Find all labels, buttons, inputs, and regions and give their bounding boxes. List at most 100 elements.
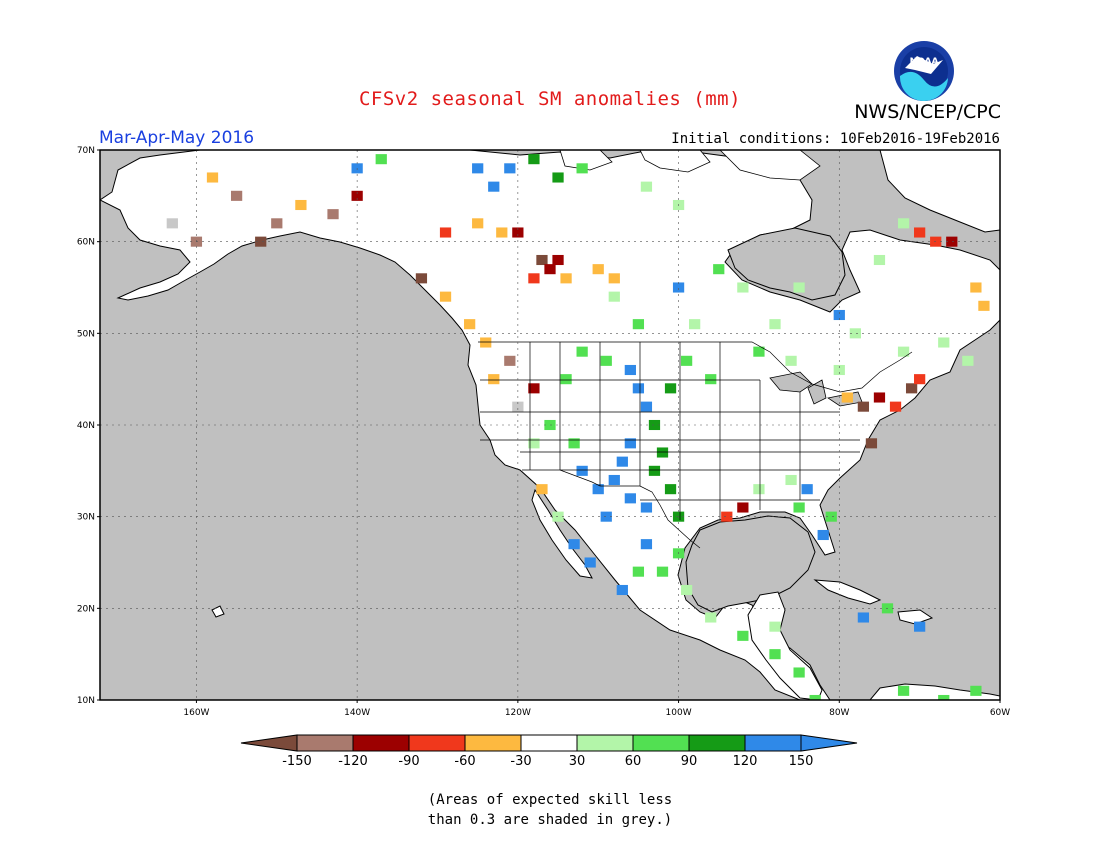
anomaly-cell bbox=[624, 438, 636, 449]
anomaly-cell bbox=[809, 694, 821, 700]
anomaly-cell bbox=[439, 227, 452, 238]
anomaly-cell bbox=[753, 484, 765, 495]
lon-tick-label: 60W bbox=[990, 708, 1010, 718]
anomaly-cell bbox=[769, 649, 781, 660]
anomaly-cell bbox=[624, 493, 636, 504]
us-canada-border bbox=[478, 341, 913, 393]
logo-text: NOAA bbox=[910, 57, 939, 67]
anomaly-cell bbox=[897, 218, 910, 229]
colorbar-label: -90 bbox=[398, 754, 419, 768]
anomaly-cell bbox=[488, 181, 500, 192]
anomaly-cell bbox=[873, 254, 886, 266]
anomaly-cell bbox=[536, 484, 548, 495]
lat-tick-label: 10N bbox=[77, 696, 95, 706]
anomaly-cell bbox=[640, 401, 653, 412]
anomaly-cell bbox=[841, 392, 853, 403]
us-mexico-border bbox=[522, 469, 701, 549]
anomaly-cell bbox=[705, 374, 717, 385]
anomaly-cell bbox=[656, 447, 669, 458]
anomaly-cell bbox=[608, 474, 620, 486]
colorbar-box bbox=[576, 734, 634, 752]
anomaly-cell bbox=[472, 163, 484, 174]
lat-tick-label: 60N bbox=[77, 238, 95, 248]
anomaly-cell bbox=[849, 328, 861, 339]
anomaly-cell bbox=[552, 172, 564, 183]
colorbar-box bbox=[464, 734, 522, 752]
anomaly-cell bbox=[552, 511, 564, 522]
anomaly-cell bbox=[970, 282, 982, 293]
anomaly-cell bbox=[817, 529, 829, 541]
colorbar-label: 120 bbox=[733, 754, 758, 768]
lon-tick-label: 100W bbox=[666, 708, 692, 718]
anomaly-cell bbox=[576, 465, 588, 476]
forecast-period: Mar-Apr-May 2016 bbox=[99, 128, 255, 148]
gulf-of-mexico bbox=[685, 515, 816, 613]
lon-tick-label: 80W bbox=[829, 708, 849, 718]
anomaly-cell bbox=[568, 539, 580, 550]
anomaly-cell bbox=[737, 630, 749, 641]
anomaly-cell bbox=[504, 355, 516, 366]
anomaly-cell bbox=[640, 502, 653, 513]
anomaly-cell bbox=[664, 484, 677, 495]
graticule bbox=[100, 150, 1000, 700]
anomaly-cell bbox=[255, 236, 267, 247]
anomaly-cell bbox=[560, 273, 572, 284]
skill-note: (Areas of expected skill less than 0.3 a… bbox=[0, 790, 1100, 830]
anomaly-cell bbox=[295, 199, 307, 211]
anomaly-cell bbox=[785, 474, 797, 486]
anomaly-cell bbox=[271, 218, 283, 229]
anomaly-cell bbox=[769, 621, 781, 632]
hispaniola bbox=[897, 609, 934, 625]
longitude-labels: 160W 140W 120W 100W 80W 60W bbox=[183, 700, 1010, 718]
anomaly-cell bbox=[833, 364, 845, 376]
anomaly-cell bbox=[351, 190, 363, 201]
colorbar-box bbox=[632, 734, 690, 752]
anomaly-cell bbox=[825, 511, 837, 522]
anomaly-cell bbox=[632, 319, 645, 330]
skill-note-line2: than 0.3 are shaded in grey.) bbox=[427, 812, 673, 828]
anomaly-cell bbox=[552, 254, 564, 266]
anomaly-cell bbox=[793, 282, 805, 293]
political-borders bbox=[478, 341, 913, 549]
anomaly-cell bbox=[600, 355, 612, 366]
anomaly-cell bbox=[624, 364, 636, 376]
anomaly-cell bbox=[970, 685, 982, 696]
colorbar-box bbox=[688, 734, 746, 752]
colorbar-label: -120 bbox=[338, 754, 368, 768]
anomaly-cell bbox=[914, 621, 926, 632]
anomaly-cell bbox=[375, 154, 387, 165]
anomaly-cell bbox=[737, 282, 749, 293]
anomaly-cell bbox=[592, 264, 604, 275]
agency-label: NWS/NCEP/CPC bbox=[854, 101, 1001, 123]
lon-tick-label: 120W bbox=[505, 708, 531, 718]
lat-tick-label: 70N bbox=[77, 146, 95, 156]
anomaly-cell bbox=[327, 209, 339, 220]
anomaly-cell bbox=[648, 419, 661, 431]
anomaly-cell bbox=[536, 254, 548, 266]
colorbar-arrow-right bbox=[800, 734, 858, 752]
anomaly-cell bbox=[705, 612, 717, 623]
anomaly-cell bbox=[560, 374, 572, 385]
logo-wave bbox=[899, 71, 948, 102]
colorbar-box bbox=[408, 734, 466, 752]
anomaly-cell bbox=[785, 355, 797, 366]
anomaly-cell bbox=[689, 319, 701, 330]
anomaly-cell bbox=[592, 484, 604, 495]
anomaly-cell bbox=[206, 172, 219, 183]
anomaly-cell bbox=[576, 346, 588, 357]
colorbar-labels: -150 -120 -90 -60 -30 30 60 90 120 150 bbox=[282, 754, 813, 768]
lat-tick-label: 20N bbox=[77, 604, 95, 614]
anomaly-cell bbox=[680, 355, 693, 366]
anomaly-cell bbox=[857, 612, 870, 623]
anomaly-cell bbox=[166, 218, 178, 229]
anomaly-cell bbox=[713, 264, 725, 275]
lon-tick-label: 140W bbox=[344, 708, 370, 718]
anomaly-cell bbox=[640, 539, 653, 550]
anomaly-cell bbox=[753, 346, 765, 357]
anomaly-cell bbox=[528, 273, 540, 284]
anomaly-cell bbox=[488, 374, 500, 385]
anomaly-cell bbox=[857, 401, 870, 412]
anomaly-cell bbox=[793, 667, 805, 678]
colorbar-box bbox=[744, 734, 802, 752]
